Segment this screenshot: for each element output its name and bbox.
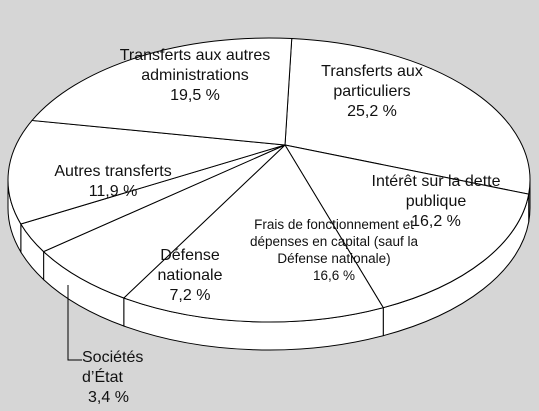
slice-label: Transferts aux particuliers 25,2 % [297,62,447,122]
value-label: 16,6 % [312,268,356,283]
slice-label: Sociétés d’État 3,4 % [82,348,162,408]
value-label: 25,2 % [347,103,397,120]
slice [7,119,286,225]
value-label: 11,9 % [88,183,138,200]
slice-label: Défense nationale 7,2 % [145,246,235,306]
slice [42,144,286,299]
slice-label: Autres transferts 11,9 % [28,162,198,202]
category-label: Intérêt sur la dette publique [371,173,501,210]
category-label: Autres transferts [54,163,172,180]
value-label: 19,5 % [170,87,220,104]
slice-label: Transferts aux autres administrations 19,… [110,46,280,106]
value-label: 7,2 % [169,287,211,304]
slice [283,144,530,309]
value-label: 16,2 % [411,213,461,230]
slice [284,38,531,195]
category-label: Défense nationale [157,247,223,284]
slice [122,144,385,323]
category-label: Frais de fonctionnement et dépenses en c… [249,217,419,266]
slice-label: Intérêt sur la dette publique 16,2 % [371,172,501,232]
category-label: Sociétés d’État [82,349,144,386]
slice-label: Frais de fonctionnement et dépenses en c… [247,216,422,284]
category-label: Transferts aux autres administrations [119,47,271,84]
slice [31,37,293,146]
leader-line [67,285,82,361]
value-label: 3,4 % [88,389,129,406]
category-label: Transferts aux particuliers [321,63,423,100]
